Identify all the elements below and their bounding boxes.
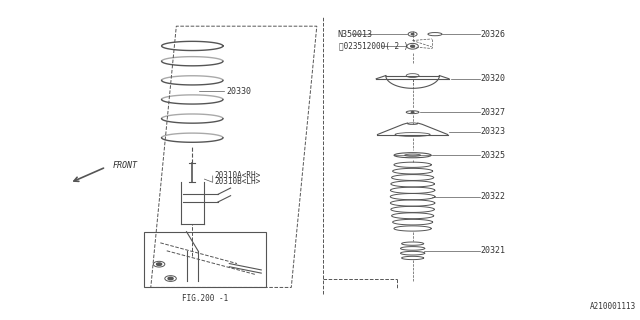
Text: 20325: 20325 [481,151,506,160]
Bar [145,232,266,287]
Text: 20330: 20330 [226,87,251,96]
Circle shape [168,277,173,280]
Circle shape [411,45,415,47]
Circle shape [412,112,414,113]
Text: 20321: 20321 [481,246,506,255]
Text: 20327: 20327 [481,108,506,117]
Circle shape [157,263,162,266]
Text: 20322: 20322 [481,192,506,201]
Circle shape [412,34,414,35]
Text: 20310A<RH>: 20310A<RH> [214,172,261,180]
Text: FRONT: FRONT [113,161,138,170]
Text: 20326: 20326 [481,30,506,39]
Text: Ⓝ023512000( 2 ): Ⓝ023512000( 2 ) [339,42,408,51]
Text: 20320: 20320 [481,74,506,83]
Text: FIG.200 -1: FIG.200 -1 [182,294,228,303]
Text: 20323: 20323 [481,127,506,136]
Text: N350013: N350013 [337,30,372,39]
Text: A210001113: A210001113 [590,302,636,311]
Text: 20310B<LH>: 20310B<LH> [214,177,261,186]
